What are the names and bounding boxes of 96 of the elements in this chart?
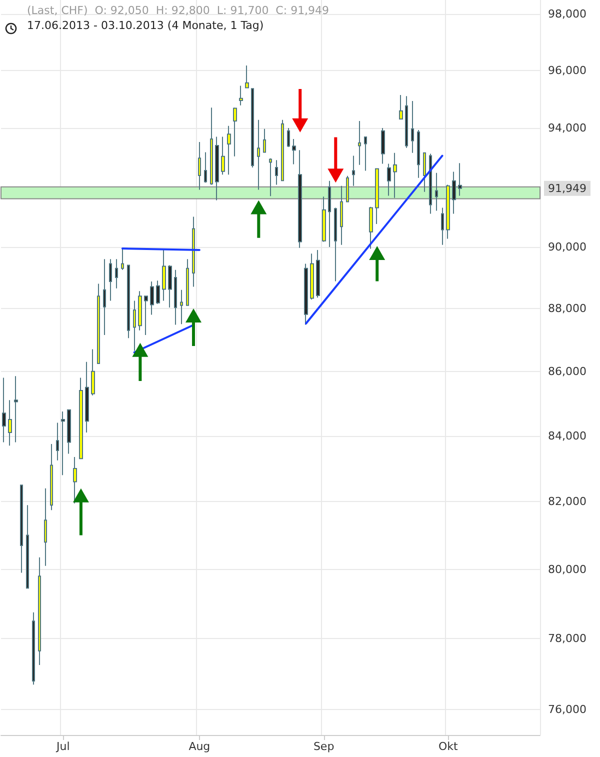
candlestick	[138, 290, 142, 331]
candlestick	[245, 65, 249, 88]
candlestick	[381, 127, 385, 164]
candlestick	[8, 400, 12, 446]
candlestick	[458, 162, 462, 196]
candlestick	[340, 185, 343, 246]
candlestick	[115, 258, 118, 289]
x-tick-label: Jul	[56, 740, 70, 753]
candlestick	[50, 443, 53, 511]
candlestick	[251, 88, 254, 168]
candlestick	[452, 171, 456, 214]
candlestick	[109, 258, 112, 302]
candlestick	[257, 119, 260, 190]
candlestick	[67, 409, 71, 454]
candlestick	[281, 119, 284, 182]
y-tick-label: 78,000	[548, 632, 586, 646]
y-tick-label: 96,000	[548, 64, 586, 77]
candlestick	[97, 283, 100, 364]
candlestick	[292, 138, 296, 165]
candlestick	[32, 612, 35, 686]
candlestick	[287, 127, 290, 148]
candlestick	[150, 281, 154, 316]
candlestick	[79, 377, 83, 460]
candlestick	[446, 184, 450, 240]
candlestick	[441, 207, 444, 246]
candlestick	[210, 107, 213, 186]
y-tick-label: 84,000	[548, 429, 586, 442]
candlestick	[144, 296, 148, 336]
candlestick	[14, 376, 18, 443]
x-tick-label: Okt	[438, 740, 459, 753]
candlestick	[221, 136, 225, 176]
candlestick	[44, 488, 47, 566]
candlestick	[168, 264, 172, 308]
x-tick-label: Sep	[313, 740, 334, 753]
candlestick	[298, 150, 302, 248]
y-tick-label: 76,000	[548, 703, 586, 716]
candlestick	[405, 96, 408, 148]
text: 91,949	[548, 182, 586, 195]
candlestick	[103, 258, 106, 336]
candlestick	[387, 163, 391, 196]
candlestick	[352, 155, 355, 186]
candlestick	[133, 300, 136, 352]
candlestick	[328, 180, 331, 248]
candlestick	[192, 216, 195, 288]
candlestick	[227, 125, 231, 176]
candlestick	[73, 456, 77, 504]
chart-title: (Last, CHF) O: 92,050 H: 92,800 L: 91,700 C: 91,949	[27, 4, 330, 17]
candlestick	[85, 361, 89, 434]
candlestick	[334, 207, 337, 282]
candlestick	[316, 250, 320, 298]
candlestick	[38, 556, 41, 666]
candlestick	[310, 253, 314, 300]
y-tick-label: 94,000	[548, 121, 586, 134]
candlestick	[156, 280, 160, 304]
candlestick	[304, 263, 308, 326]
candlestick	[91, 348, 95, 396]
candlestick	[61, 410, 65, 476]
candlestick	[263, 128, 266, 153]
candlestick	[393, 152, 397, 198]
candlestick	[269, 158, 272, 197]
candlestick	[174, 269, 177, 326]
candlestick	[364, 136, 367, 172]
candlestick	[375, 168, 379, 224]
y-tick-label: 88,000	[548, 302, 586, 315]
candlestick	[162, 248, 166, 302]
candlestick	[275, 160, 278, 186]
candlestick	[358, 120, 361, 166]
candlestick	[369, 206, 373, 250]
candlestick	[423, 152, 426, 192]
candlestick	[215, 136, 219, 201]
y-tick-label: 82,000	[548, 495, 586, 508]
candlestick	[127, 264, 130, 339]
candlestick	[26, 504, 29, 589]
y-tick-label: 80,000	[548, 562, 586, 576]
candlestick	[417, 130, 420, 178]
y-tick-label: 86,000	[548, 364, 586, 378]
candlestick	[435, 172, 438, 212]
candlestick	[322, 196, 326, 242]
candlestick	[121, 248, 124, 270]
candlestick	[233, 107, 237, 157]
candlestick	[180, 289, 183, 325]
y-tick-label: 98,000	[548, 7, 586, 20]
candlestick	[239, 85, 243, 106]
candlestick	[429, 153, 432, 214]
candlestick	[204, 152, 207, 184]
candlestick	[186, 258, 189, 306]
candlestick	[56, 422, 59, 461]
candlestick	[2, 377, 6, 443]
candlestick	[198, 141, 201, 190]
candlestick	[346, 175, 349, 202]
candlestick	[20, 484, 23, 574]
x-tick-label: Aug	[188, 740, 210, 753]
candlestick	[399, 94, 403, 120]
candlestick	[411, 100, 414, 154]
y-tick-label: 90,000	[548, 240, 586, 254]
text: 17.06.2013 - 03.10.2013 (4 Monate, 1 Tag)	[27, 19, 264, 32]
